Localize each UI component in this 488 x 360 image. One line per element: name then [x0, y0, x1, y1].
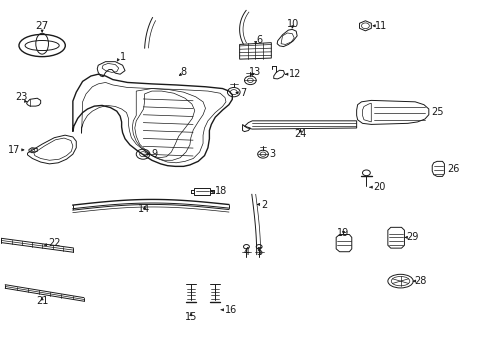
Text: 4: 4	[243, 247, 249, 257]
Text: 1: 1	[119, 52, 125, 62]
Text: 3: 3	[269, 149, 275, 159]
Text: 2: 2	[261, 200, 267, 210]
Text: 24: 24	[294, 129, 306, 139]
Text: 27: 27	[36, 21, 49, 31]
Text: 23: 23	[15, 92, 27, 102]
Text: 10: 10	[286, 19, 299, 29]
Text: 7: 7	[240, 88, 246, 98]
Text: 20: 20	[373, 182, 386, 192]
Text: 12: 12	[289, 69, 301, 79]
Text: 11: 11	[374, 21, 386, 31]
Text: 21: 21	[36, 296, 48, 306]
Text: 17: 17	[8, 145, 20, 155]
Text: 15: 15	[184, 312, 197, 322]
Text: 28: 28	[413, 276, 426, 286]
Text: 14: 14	[138, 204, 150, 215]
Text: 18: 18	[215, 186, 227, 197]
Text: 8: 8	[180, 67, 186, 77]
Text: 25: 25	[430, 107, 442, 117]
Text: 9: 9	[151, 149, 157, 159]
Text: 6: 6	[256, 35, 262, 45]
Text: 13: 13	[248, 67, 261, 77]
Text: 22: 22	[48, 238, 61, 248]
Text: 29: 29	[406, 232, 418, 242]
Text: 19: 19	[337, 228, 349, 238]
Text: 26: 26	[446, 163, 458, 174]
Text: 16: 16	[224, 305, 237, 315]
Text: 5: 5	[256, 247, 262, 257]
